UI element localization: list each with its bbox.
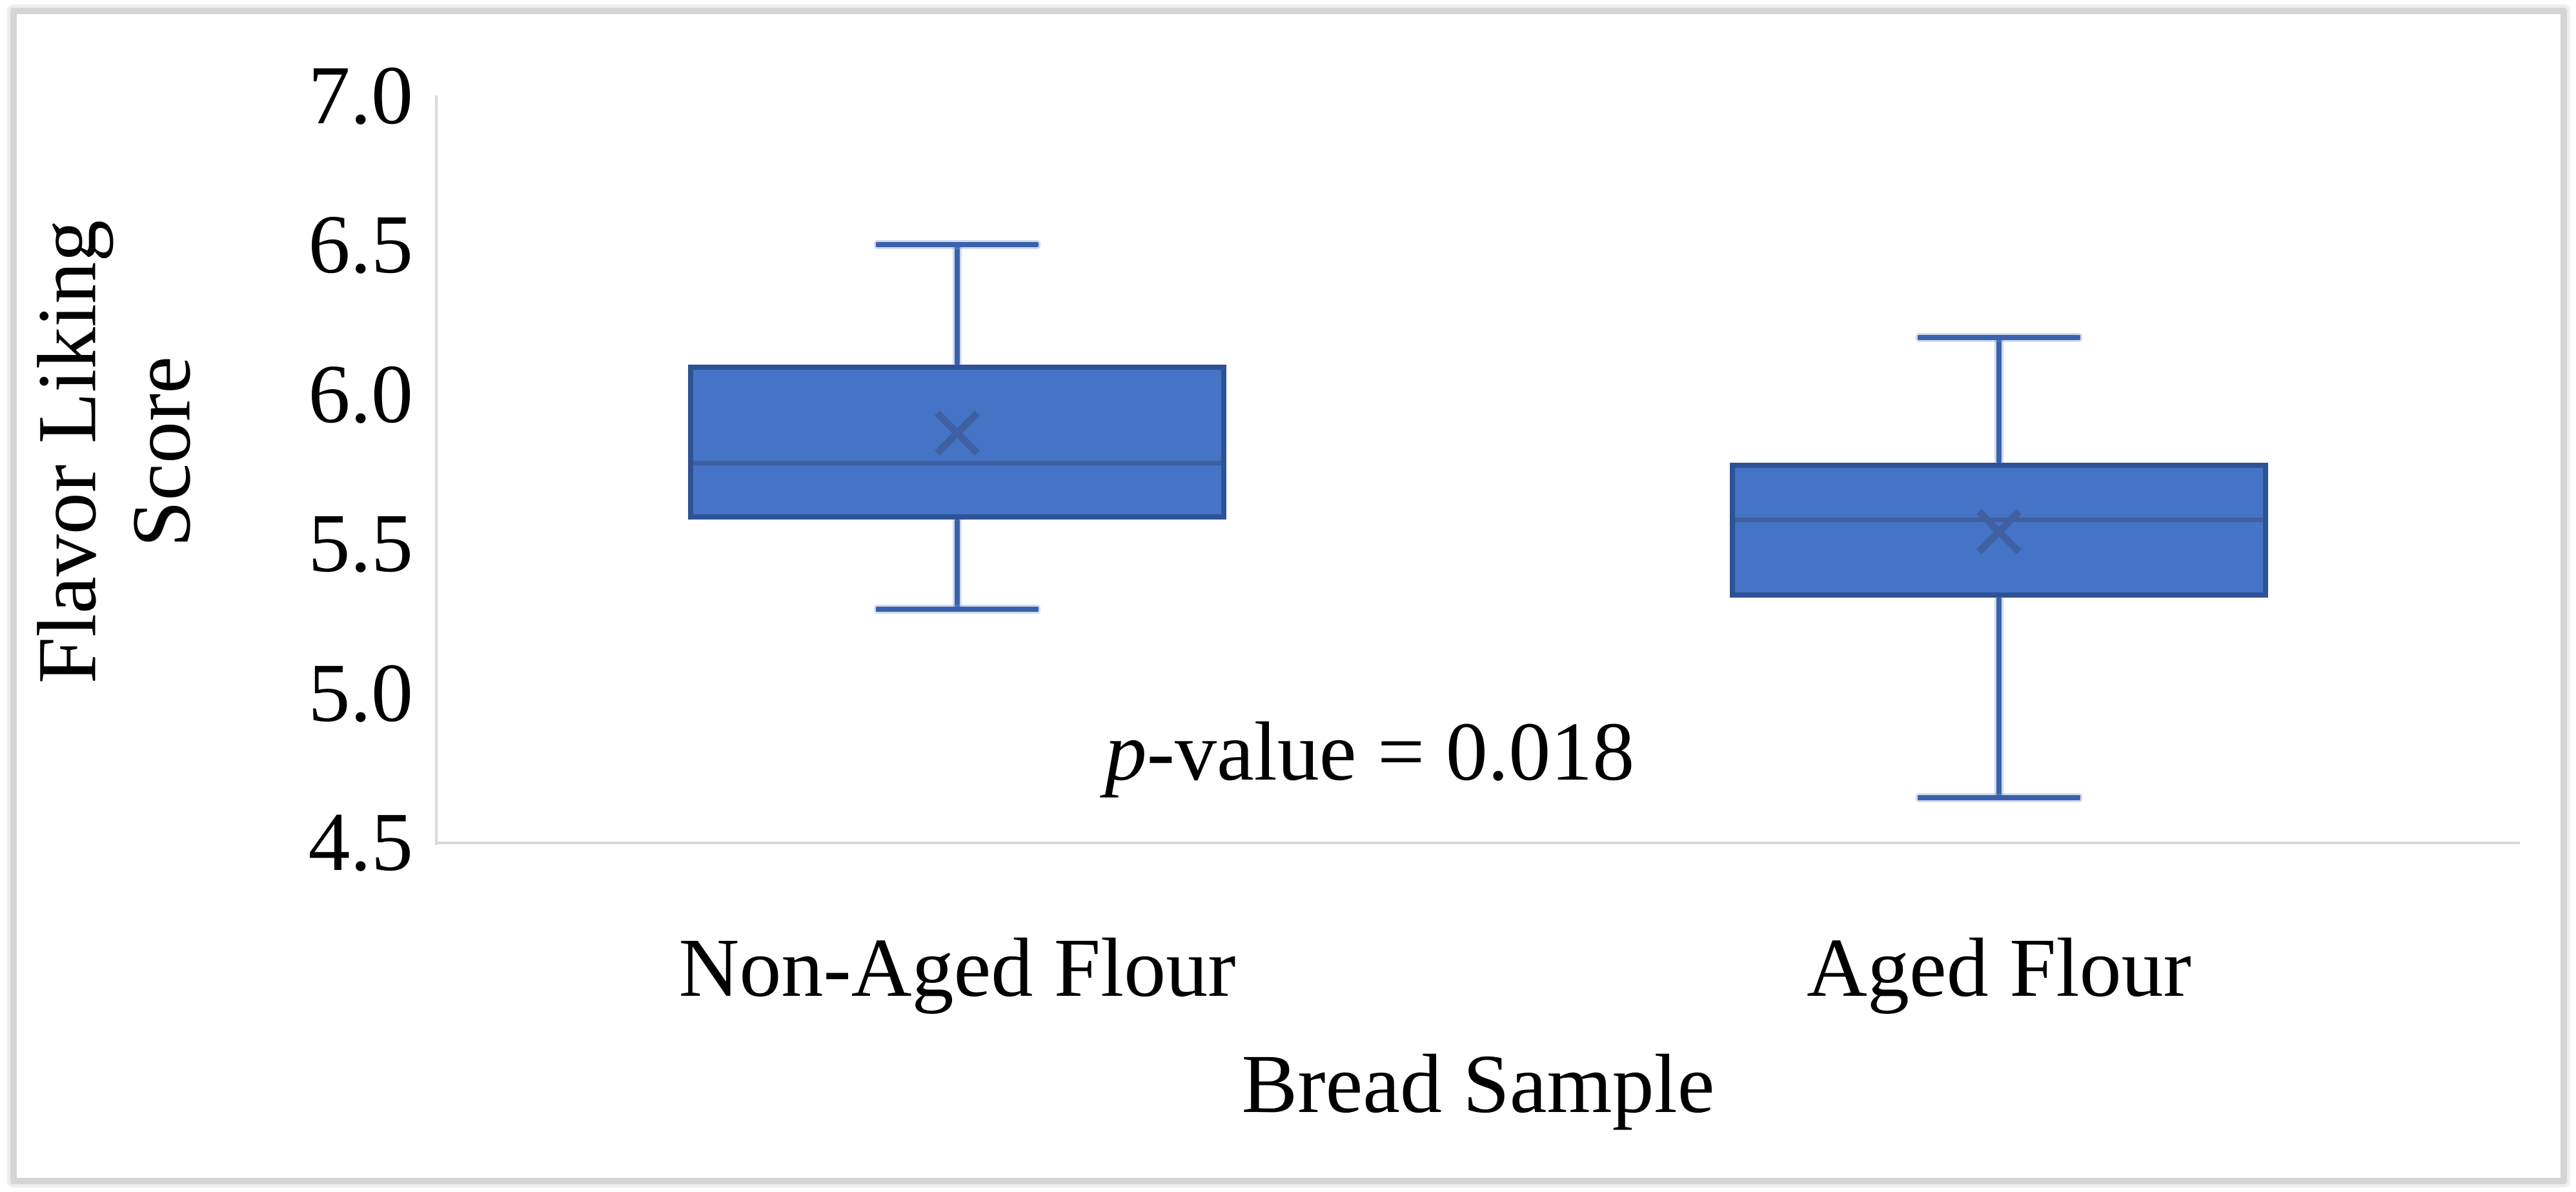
p-value-annotation: p-value = 0.018: [1105, 710, 1635, 794]
whisker-cap-top: [1918, 335, 2080, 340]
y-tick-label: 4.5: [308, 796, 414, 889]
x-axis-line: [435, 842, 2520, 844]
p-value-italic-p: p: [1104, 705, 1147, 798]
y-axis-title-line1: Flavor Liking: [21, 219, 114, 684]
category-label: Aged Flour: [1807, 922, 2191, 1015]
y-tick-label: 6.5: [308, 198, 414, 291]
mean-marker-icon: [932, 408, 982, 458]
y-axis-line: [435, 96, 438, 845]
whisker-upper: [955, 245, 960, 365]
whisker-upper: [1996, 338, 2002, 463]
mean-marker-icon: [1974, 507, 2024, 557]
whisker-lower: [955, 520, 960, 609]
whisker-cap-bottom: [1918, 795, 2080, 800]
x-axis-title: Bread Sample: [1241, 1038, 1715, 1131]
y-tick-label: 7.0: [308, 49, 414, 142]
y-axis-title: Flavor Liking Score: [21, 220, 208, 684]
box: [688, 365, 1226, 520]
y-tick-label: 6.0: [308, 348, 414, 441]
median-line: [693, 461, 1221, 465]
y-axis-title-line2: Score: [115, 356, 208, 547]
whisker-cap-bottom: [876, 607, 1039, 612]
whisker-lower: [1996, 598, 2002, 798]
whisker-cap-top: [876, 242, 1039, 247]
y-tick-label: 5.5: [308, 497, 414, 590]
median-line: [1735, 518, 2263, 522]
y-tick-label: 5.0: [308, 647, 414, 740]
category-label: Non-Aged Flour: [678, 922, 1236, 1015]
p-value-rest: -value = 0.018: [1146, 705, 1635, 798]
